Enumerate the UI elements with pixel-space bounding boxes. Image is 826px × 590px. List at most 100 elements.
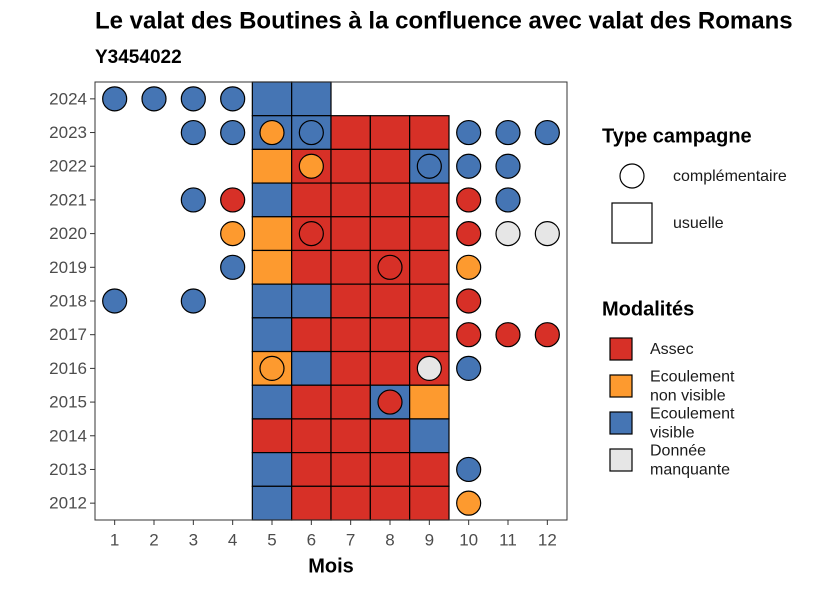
legend-label: usuelle — [673, 215, 724, 232]
chart-subtitle: Y3454022 — [95, 47, 182, 68]
point — [456, 355, 482, 381]
point — [416, 153, 442, 179]
tile — [251, 283, 293, 319]
tile — [409, 249, 450, 285]
point — [298, 221, 324, 247]
tile — [369, 418, 411, 454]
y-tick-label: 2018 — [49, 291, 87, 310]
tile — [330, 216, 371, 252]
tile — [251, 249, 293, 285]
x-tick-label: 6 — [307, 530, 316, 549]
x-tick-label: 1 — [110, 530, 119, 549]
tile — [330, 418, 371, 454]
tile — [251, 81, 293, 117]
point — [102, 288, 128, 314]
tile — [330, 148, 371, 184]
tile — [330, 317, 371, 353]
x-tick-label: 2 — [149, 530, 158, 549]
point — [102, 86, 128, 112]
x-axis-title: Mois — [308, 555, 354, 577]
tile — [369, 216, 411, 252]
point — [456, 490, 482, 516]
tile — [251, 485, 293, 521]
point — [534, 221, 560, 247]
x-tick-label: 9 — [425, 530, 434, 549]
point — [495, 119, 521, 146]
tile — [251, 418, 293, 454]
tile — [330, 115, 371, 150]
legend-key — [611, 202, 653, 244]
tile — [291, 283, 332, 319]
tile — [330, 182, 371, 218]
tile — [409, 317, 450, 353]
y-tick-label: 2014 — [49, 426, 87, 445]
legend-key — [619, 163, 645, 189]
point — [180, 288, 206, 314]
tile — [291, 182, 332, 218]
point — [534, 119, 560, 146]
y-tick-label: 2020 — [49, 224, 87, 243]
y-tick-label: 2016 — [49, 359, 87, 378]
point — [495, 221, 521, 247]
tile — [409, 283, 450, 319]
point — [456, 187, 482, 213]
legend-label: manquante — [650, 462, 730, 479]
x-tick-label: 11 — [499, 530, 517, 549]
x-tick-label: 5 — [267, 530, 276, 549]
point — [259, 119, 285, 146]
tile — [330, 350, 371, 386]
point — [220, 254, 246, 280]
point — [220, 86, 246, 112]
tile — [291, 249, 332, 285]
tile — [409, 115, 450, 150]
legend-label: non visible — [650, 388, 726, 405]
tile — [409, 384, 450, 420]
y-tick-label: 2022 — [49, 157, 87, 176]
point — [495, 322, 521, 348]
point — [456, 119, 482, 146]
tile — [251, 148, 293, 184]
tile — [369, 115, 411, 150]
point — [141, 86, 167, 112]
y-tick-label: 2017 — [49, 325, 87, 344]
tile — [291, 317, 332, 353]
point — [220, 119, 246, 146]
point — [298, 153, 324, 179]
x-tick-label: 4 — [228, 530, 237, 549]
point — [456, 456, 482, 483]
x-tick-label: 10 — [459, 530, 478, 549]
tile — [409, 418, 450, 454]
point — [259, 355, 285, 381]
point — [456, 322, 482, 348]
tile — [330, 249, 371, 285]
tile — [251, 182, 293, 218]
y-tick-label: 2021 — [49, 190, 87, 209]
point — [180, 119, 206, 146]
tile — [369, 283, 411, 319]
point — [456, 153, 482, 179]
tile — [369, 148, 411, 184]
point — [220, 187, 246, 213]
legend-label: visible — [650, 425, 695, 442]
legend-label: Ecoulement — [650, 406, 735, 423]
point — [180, 187, 206, 213]
tile — [409, 216, 450, 252]
x-tick-label: 8 — [385, 530, 394, 549]
y-tick-label: 2012 — [49, 494, 87, 513]
point — [377, 254, 403, 280]
point — [298, 119, 324, 146]
legend-key — [609, 448, 633, 472]
x-tick-label: 3 — [189, 530, 198, 549]
point — [456, 254, 482, 280]
tile — [369, 350, 411, 386]
point — [377, 389, 403, 415]
tile — [330, 384, 371, 420]
tile — [251, 317, 293, 353]
x-tick-label: 12 — [538, 530, 557, 549]
legend-label: Donnée — [650, 443, 706, 460]
tile — [369, 182, 411, 218]
tile — [291, 384, 332, 420]
tile — [291, 350, 332, 386]
tile — [330, 452, 371, 487]
point — [220, 221, 246, 247]
